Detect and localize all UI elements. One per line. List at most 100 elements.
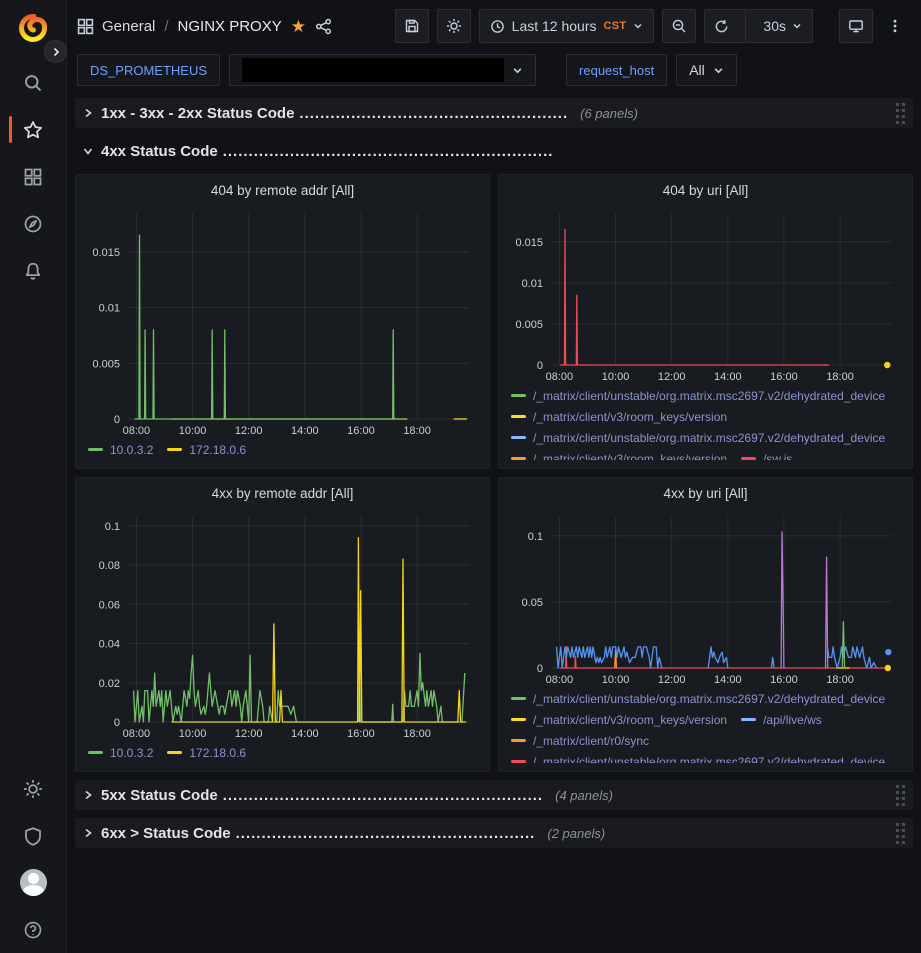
request-host-select[interactable]: All	[676, 54, 737, 86]
panel-title[interactable]: 404 by uri [All]	[507, 181, 904, 203]
legend-swatch	[511, 760, 526, 763]
svg-text:0.015: 0.015	[515, 237, 543, 249]
row-5xx-status-code[interactable]: 5xx Status Code ........................…	[75, 780, 913, 810]
sidebar-item-explore[interactable]	[0, 200, 67, 247]
svg-text:14:00: 14:00	[291, 425, 319, 437]
row-1xx-3xx-2xx-status-code[interactable]: 1xx - 3xx - 2xx Status Code ............…	[75, 98, 913, 128]
legend-item[interactable]: /_matrix/client/unstable/org.matrix.msc2…	[511, 691, 885, 706]
svg-text:0: 0	[114, 414, 120, 426]
chevron-down-icon	[713, 65, 724, 76]
row-title-dots: ........................................…	[223, 143, 554, 160]
svg-text:0: 0	[114, 717, 120, 729]
sidebar-expand-button[interactable]	[44, 40, 67, 63]
legend-swatch	[88, 751, 103, 754]
grafana-logo-icon	[17, 12, 49, 44]
legend: /_matrix/client/unstable/org.matrix.msc2…	[507, 688, 904, 763]
chart-404-by-remote-addr[interactable]: 00.0050.010.01508:0010:0012:0014:0016:00…	[84, 203, 481, 439]
legend-item[interactable]: /_matrix/client/v3/room_keys/version	[511, 712, 727, 727]
row-drag-handle[interactable]	[895, 784, 906, 806]
datasource-label: DS_PROMETHEUS	[77, 54, 220, 86]
row-title: 1xx - 3xx - 2xx Status Code	[101, 105, 294, 122]
panel-title[interactable]: 404 by remote addr [All]	[84, 181, 481, 203]
sidebar-item-dashboards[interactable]	[0, 153, 67, 200]
sidebar-item-settings[interactable]	[0, 765, 67, 812]
sidebar-item-profile[interactable]	[0, 859, 67, 906]
time-range-picker[interactable]: Last 12 hours CST	[479, 9, 655, 43]
legend-label: /_matrix/client/unstable/org.matrix.msc2…	[533, 755, 885, 764]
refresh-icon	[714, 19, 729, 34]
svg-text:12:00: 12:00	[658, 674, 686, 686]
panel-title[interactable]: 4xx by uri [All]	[507, 484, 904, 506]
chart-404-by-uri[interactable]: 00.0050.010.01508:0010:0012:0014:0016:00…	[507, 203, 904, 385]
top-navbar: General / NGINX PROXY ★	[67, 0, 921, 52]
legend-label: /sw.js	[763, 452, 792, 461]
legend-label: /_matrix/client/unstable/org.matrix.msc2…	[533, 389, 885, 403]
more-options-kebab[interactable]	[881, 9, 909, 43]
tv-mode-button[interactable]	[839, 9, 873, 43]
panel-404-by-uri: 404 by uri [All] 00.0050.010.01508:0010:…	[498, 174, 913, 469]
sidebar-item-help[interactable]	[0, 906, 67, 953]
sidebar-item-starred[interactable]	[0, 106, 67, 153]
chart-4xx-by-remote-addr[interactable]: 00.020.040.060.080.108:0010:0012:0014:00…	[84, 506, 481, 742]
legend-item[interactable]: /_matrix/client/r0/sync	[511, 733, 649, 748]
sidebar-item-search[interactable]	[0, 59, 67, 106]
row-drag-handle[interactable]	[895, 102, 906, 124]
breadcrumb-dashboard[interactable]: NGINX PROXY	[178, 18, 282, 35]
legend-swatch	[511, 739, 526, 742]
legend-item[interactable]: 172.18.0.6	[167, 442, 246, 457]
chart-4xx-by-uri[interactable]: 00.050.108:0010:0012:0014:0016:0018:00	[507, 506, 904, 688]
compass-icon	[23, 214, 43, 234]
legend-label: /_matrix/client/r0/sync	[533, 734, 649, 748]
legend-item[interactable]: /sw.js	[741, 451, 792, 460]
chevron-right-icon	[82, 789, 94, 801]
svg-text:0.08: 0.08	[99, 560, 120, 572]
legend: 10.0.3.2 172.18.0.6	[84, 742, 481, 763]
legend-item[interactable]: /_matrix/client/unstable/org.matrix.msc2…	[511, 754, 885, 763]
row-panel-count: (2 panels)	[547, 826, 605, 841]
svg-text:08:00: 08:00	[546, 674, 574, 686]
row-title: 4xx Status Code	[101, 143, 218, 160]
svg-text:18:00: 18:00	[403, 425, 431, 437]
legend-item[interactable]: 10.0.3.2	[88, 442, 153, 457]
divider	[745, 10, 746, 42]
legend-label: /_matrix/client/v3/room_keys/version	[533, 713, 727, 727]
refresh-button[interactable]	[705, 10, 738, 42]
datasource-value-select[interactable]	[229, 54, 536, 86]
legend-item[interactable]: /_matrix/client/unstable/org.matrix.msc2…	[511, 430, 885, 445]
dashboard-settings-button[interactable]	[437, 9, 471, 43]
chevron-down-icon	[512, 65, 523, 76]
save-dashboard-button[interactable]	[395, 9, 429, 43]
save-icon	[404, 18, 420, 34]
svg-text:0.01: 0.01	[522, 278, 543, 290]
breadcrumb-folder[interactable]: General	[102, 18, 155, 35]
share-icon[interactable]	[315, 18, 332, 35]
legend-item[interactable]: 172.18.0.6	[167, 745, 246, 760]
request-host-label: request_host	[566, 54, 667, 86]
legend-swatch	[88, 448, 103, 451]
favorite-star-icon[interactable]: ★	[291, 18, 306, 35]
refresh-interval-select[interactable]: 30s	[753, 18, 812, 34]
svg-text:0.04: 0.04	[99, 639, 120, 651]
svg-text:18:00: 18:00	[403, 728, 431, 740]
bell-icon	[23, 261, 43, 281]
row-4xx-status-code[interactable]: 4xx Status Code ........................…	[75, 136, 913, 166]
chevron-right-icon	[82, 827, 94, 839]
sidebar-item-server-admin[interactable]	[0, 812, 67, 859]
chevron-right-icon	[51, 47, 61, 57]
time-range-label: Last 12 hours	[512, 18, 597, 34]
row-title: 5xx Status Code	[101, 787, 218, 804]
legend-swatch	[511, 718, 526, 721]
variables-bar: DS_PROMETHEUS request_host All	[67, 52, 921, 94]
row-6xx-status-code[interactable]: 6xx > Status Code ......................…	[75, 818, 913, 848]
legend-item[interactable]: /_matrix/client/v3/room_keys/version	[511, 451, 727, 460]
row-drag-handle[interactable]	[895, 822, 906, 844]
legend-item[interactable]: /_matrix/client/unstable/org.matrix.msc2…	[511, 388, 885, 403]
toolbar: Last 12 hours CST	[395, 9, 909, 43]
zoom-out-button[interactable]	[662, 9, 696, 43]
sidebar-item-alerting[interactable]	[0, 247, 67, 294]
grafana-logo[interactable]	[16, 11, 50, 45]
legend-item[interactable]: /_matrix/client/v3/room_keys/version	[511, 409, 727, 424]
legend-item[interactable]: /api/live/ws	[741, 712, 822, 727]
panel-title[interactable]: 4xx by remote addr [All]	[84, 484, 481, 506]
legend-item[interactable]: 10.0.3.2	[88, 745, 153, 760]
